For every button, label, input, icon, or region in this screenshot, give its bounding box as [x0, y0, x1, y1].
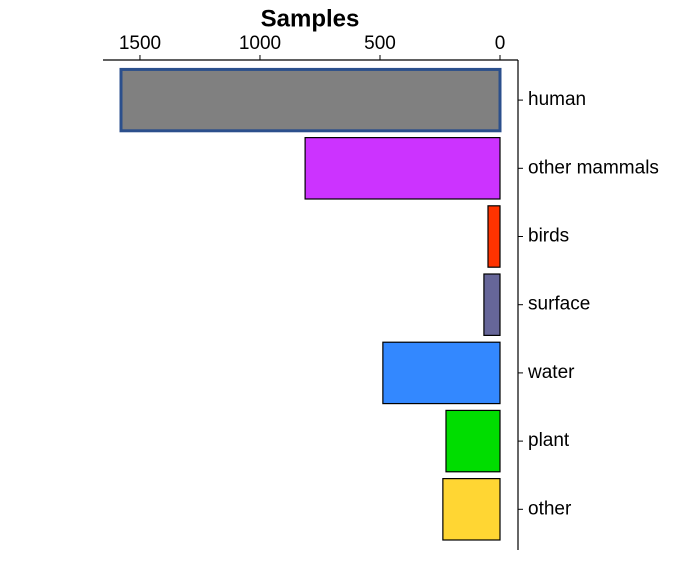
y-tick-label: surface: [528, 294, 590, 315]
bar: [487, 205, 501, 268]
y-tick-label: other: [528, 498, 572, 519]
y-tick-label: water: [527, 362, 575, 383]
bar: [442, 478, 501, 541]
x-tick-label: 1500: [119, 33, 161, 54]
x-tick-label: 0: [495, 33, 506, 54]
y-tick-label: other mammals: [528, 157, 659, 178]
y-tick-label: birds: [528, 226, 569, 247]
y-tick-label: plant: [528, 430, 570, 451]
bar: [382, 341, 501, 405]
x-tick-label: 500: [364, 33, 396, 54]
chart-title: Samples: [261, 5, 360, 32]
bar: [119, 67, 502, 133]
x-tick-label: 1000: [239, 33, 281, 54]
bar: [304, 137, 501, 200]
bar: [483, 273, 501, 336]
bar: [445, 409, 501, 473]
y-tick-label: human: [528, 89, 586, 110]
